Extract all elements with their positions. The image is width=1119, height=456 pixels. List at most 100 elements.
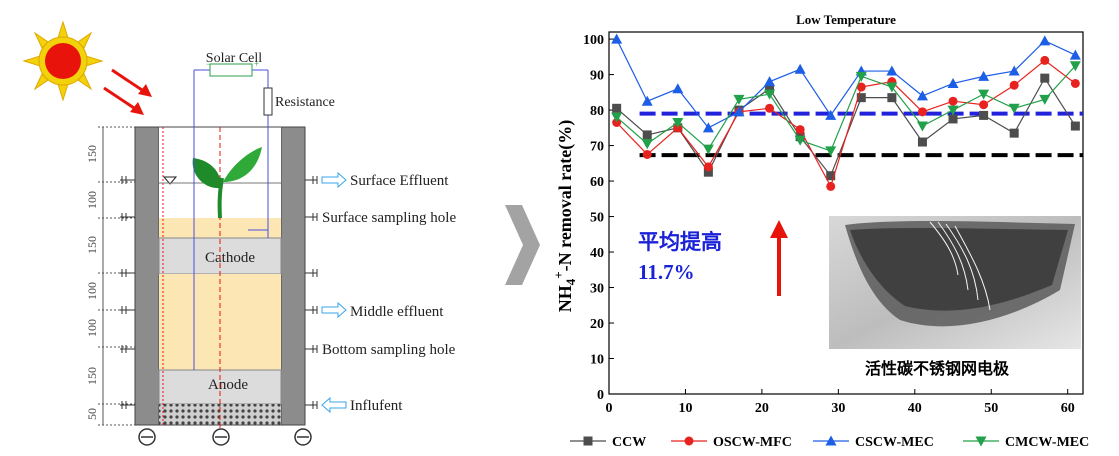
electrode-photo	[829, 216, 1081, 349]
photo-caption: 活性碳不锈钢网电极	[865, 359, 1010, 378]
middle-effluent-label: Middle effluent	[350, 304, 444, 320]
plant-icon	[192, 147, 262, 219]
series-cscw-mec	[611, 33, 1081, 133]
increase-value: 11.7%	[638, 260, 695, 284]
sunlight-arrows	[103, 68, 152, 115]
data-point	[947, 77, 959, 88]
plot-frame	[608, 31, 1084, 395]
data-point	[1070, 78, 1080, 88]
side-ports	[120, 176, 318, 409]
y-tick-label: 0	[597, 388, 604, 403]
data-point	[583, 436, 593, 446]
solar-cell-label: Solar Cell	[206, 51, 262, 66]
data-point	[733, 94, 745, 105]
series-cmcw-mec	[611, 61, 1081, 157]
transition-arrow-icon	[505, 205, 540, 285]
data-point	[1040, 73, 1050, 83]
middle-effluent-arrow-icon	[321, 301, 347, 319]
data-point	[1070, 121, 1080, 131]
data-point	[947, 105, 959, 116]
data-point	[948, 114, 958, 124]
data-point	[764, 89, 776, 100]
dimension-label: 150	[85, 145, 99, 163]
data-point	[917, 107, 927, 117]
cathode-label: Cathode	[205, 250, 255, 266]
series-line	[616, 59, 1076, 188]
y-tick-label: 20	[590, 317, 604, 332]
data-point	[856, 82, 866, 92]
legend-label: CSCW-MEC	[855, 435, 934, 450]
data-point	[672, 118, 684, 128]
legend-label: OSCW-MFC	[713, 435, 792, 450]
series-ccw	[612, 73, 1080, 181]
series-line	[616, 65, 1076, 152]
data-point	[1040, 55, 1050, 65]
x-axis-ticks: 0 10 20 30 40 50 60	[606, 389, 1075, 416]
y-tick-label: 10	[590, 353, 604, 368]
data-point	[794, 135, 806, 146]
data-point	[1008, 65, 1020, 76]
dimension-label: 100	[85, 319, 99, 337]
y-tick-label: 90	[590, 69, 604, 84]
data-point	[916, 121, 928, 132]
dimension-label: 100	[85, 282, 99, 300]
circuit-wires	[193, 69, 269, 370]
y-tick-label: 80	[590, 104, 604, 119]
increase-arrow-icon	[770, 220, 788, 296]
data-point	[1008, 103, 1020, 114]
dimension-ruler	[98, 126, 135, 426]
data-point	[1009, 80, 1019, 90]
data-point	[1039, 94, 1051, 105]
x-tick-label: 10	[678, 401, 692, 416]
y-tick-label: 50	[590, 211, 604, 226]
data-point	[826, 181, 836, 191]
data-point	[703, 167, 713, 177]
reactor-diagram: 150 100 150 100 100 150 50 Cathode Anode	[22, 20, 456, 446]
data-point	[764, 76, 776, 87]
series-line	[616, 38, 1076, 129]
influent-label: Influfent	[350, 398, 403, 414]
y-tick-label: 70	[590, 140, 604, 155]
data-point	[611, 112, 623, 123]
legend-item: OSCW-MFC	[671, 435, 792, 450]
data-point	[979, 110, 989, 120]
data-point	[733, 106, 745, 117]
bottom-sampling-hole-label: Bottom sampling hole	[322, 342, 456, 358]
legend-item: CMCW-MEC	[963, 435, 1089, 450]
surface-effluent-arrow-icon	[321, 171, 347, 189]
y-axis-label: NH4+-N removal rate(%)	[551, 120, 578, 313]
y-tick-label: 60	[590, 175, 604, 190]
data-point	[642, 149, 652, 159]
data-point	[948, 96, 958, 106]
data-point	[825, 435, 837, 446]
y-axis-ticks: 0 10 20 30 40 50 60 70 80 90 100	[583, 33, 614, 403]
data-point	[684, 436, 694, 446]
data-point	[1039, 35, 1051, 46]
surface-sampling-hole-label: Surface sampling hole	[322, 210, 456, 226]
dimension-labels: 150 100 150 100 100 150 50	[85, 145, 99, 420]
data-point	[887, 93, 897, 103]
data-point	[979, 100, 989, 110]
data-point	[886, 82, 898, 93]
svg-text:−: −	[206, 59, 211, 69]
resistance-icon	[263, 87, 273, 116]
data-point	[611, 33, 623, 44]
data-point	[702, 144, 714, 155]
x-tick-label: 50	[984, 401, 998, 416]
x-tick-label: 60	[1061, 401, 1075, 416]
y-tick-label: 30	[590, 282, 604, 297]
dimension-label: 150	[85, 367, 99, 385]
data-point	[1069, 61, 1081, 72]
data-point	[978, 70, 990, 81]
x-tick-label: 20	[755, 401, 769, 416]
anode-label: Anode	[208, 377, 248, 393]
dimension-label: 150	[85, 236, 99, 254]
increase-label: 平均提高	[638, 230, 722, 254]
dimension-label: 50	[85, 408, 99, 420]
series-layer	[611, 33, 1081, 191]
wheels	[138, 428, 312, 446]
surface-effluent-label: Surface Effluent	[350, 173, 449, 189]
legend-item: CSCW-MEC	[813, 435, 934, 450]
svg-text:+: +	[254, 59, 259, 69]
